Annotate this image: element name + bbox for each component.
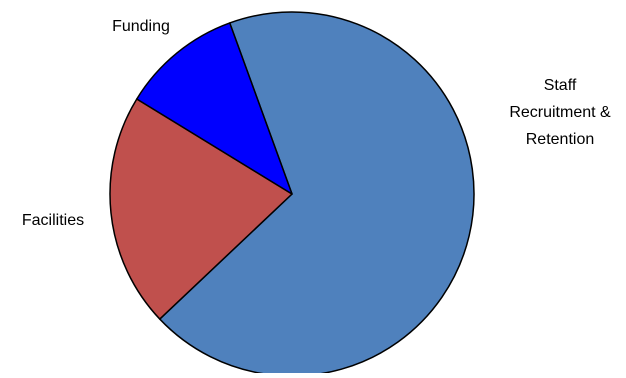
pie-label-funding: Funding: [112, 18, 170, 35]
pie-label-line: Recruitment &: [509, 104, 611, 121]
pie-label-facilities: Facilities: [22, 212, 84, 229]
pie-labels: Staff Recruitment & Retention Facilities Fun…: [22, 18, 611, 229]
pie-slice-facilities: [109, 98, 293, 320]
pie-label-staff-recruitment-retention: Staff Recruitment & Retention: [509, 77, 611, 148]
pie-label-line: Funding: [112, 18, 170, 35]
pie-label-line: Facilities: [22, 212, 84, 229]
pie-label-line: Staff: [544, 77, 577, 94]
pie-label-line: Retention: [526, 131, 595, 148]
pie-slice-funding: [136, 22, 293, 195]
pie-slices: [109, 11, 475, 377]
